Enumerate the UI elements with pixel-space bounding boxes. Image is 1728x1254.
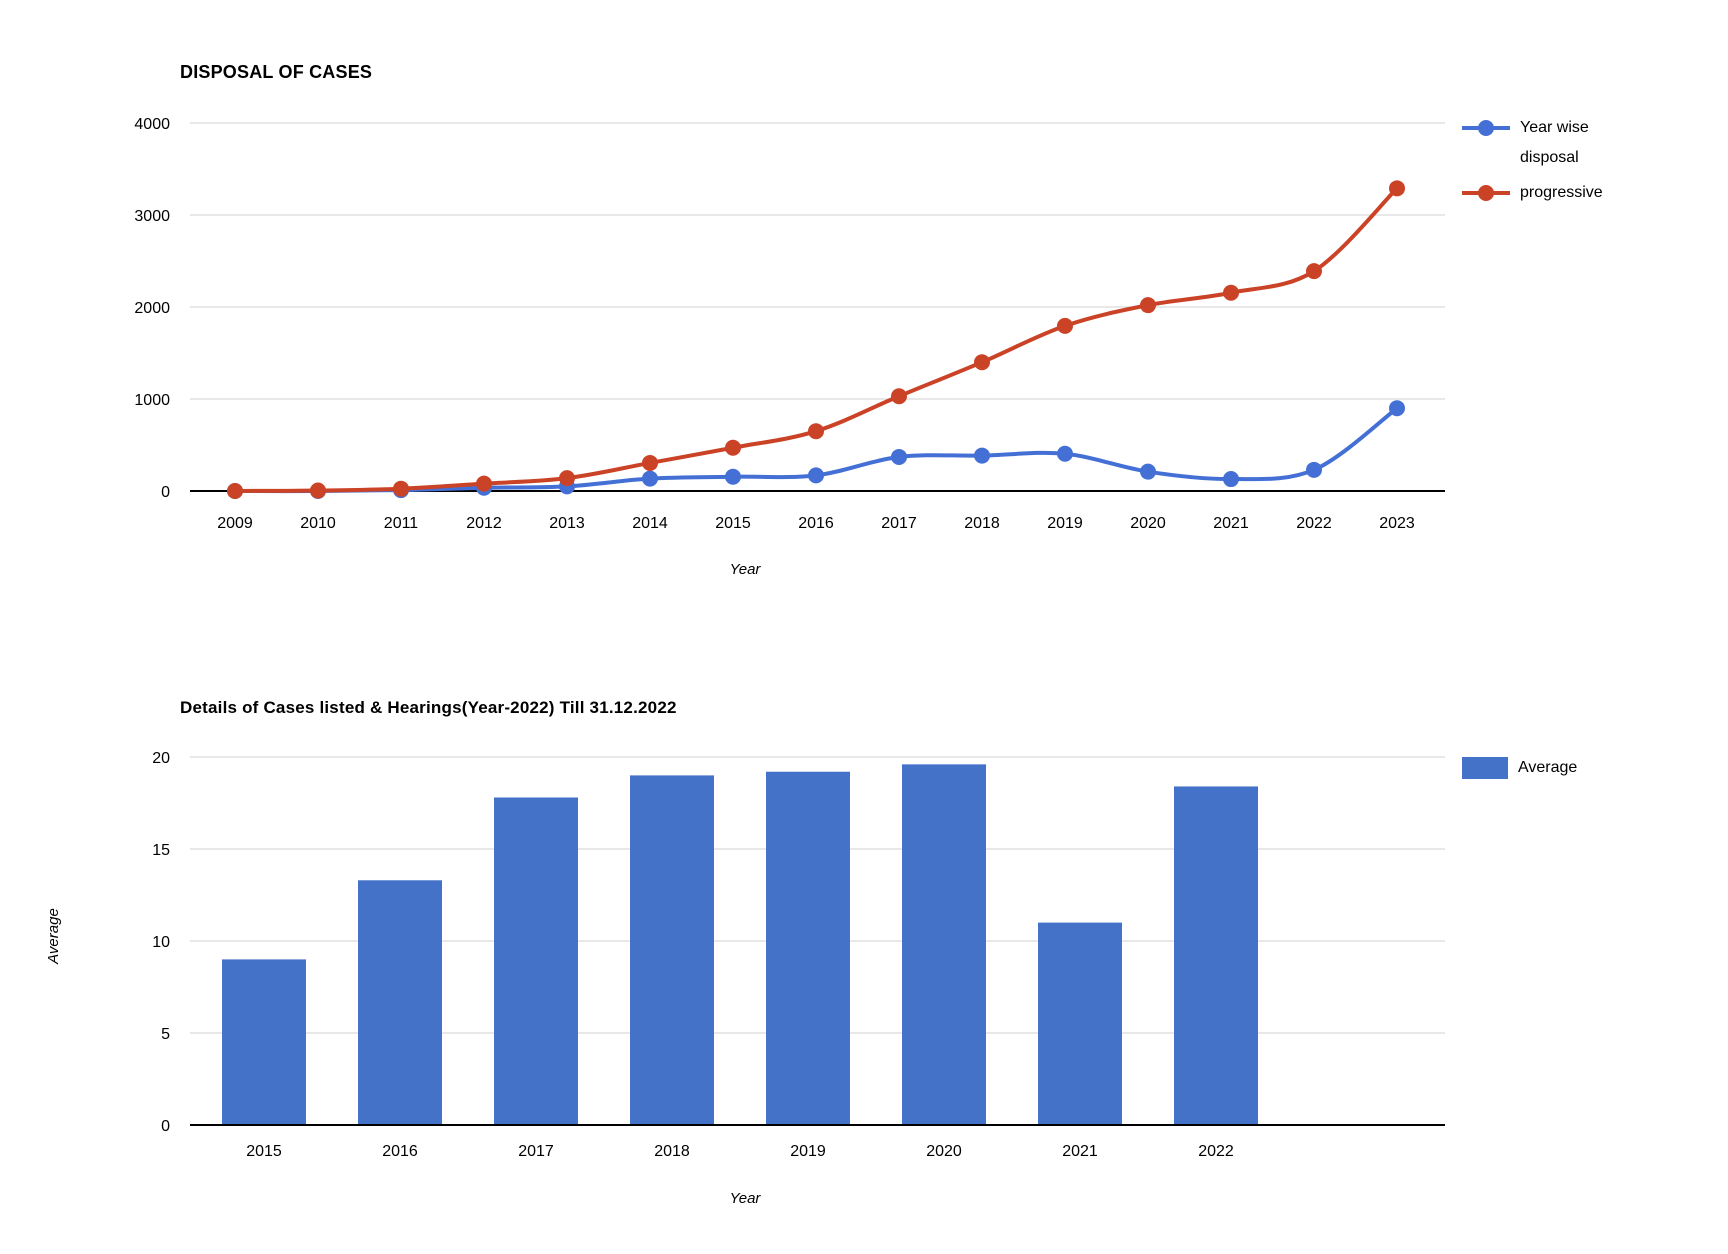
bar-chart-x-tick-label: 2018 — [654, 1143, 690, 1160]
legend-line-marker — [1462, 120, 1510, 136]
data-point — [808, 423, 824, 440]
bar — [222, 959, 306, 1125]
bar — [358, 880, 442, 1125]
bar-chart-x-tick-label: 2016 — [382, 1143, 418, 1160]
data-point — [1140, 463, 1156, 480]
bar-chart-x-tick-label: 2021 — [1062, 1143, 1098, 1160]
data-point — [1223, 471, 1239, 488]
data-point — [1223, 284, 1239, 301]
line-chart-y-tick-label: 3000 — [134, 208, 170, 225]
bar-chart-x-tick-label: 2020 — [926, 1143, 962, 1160]
bar — [630, 775, 714, 1125]
line-chart-x-tick-label: 2022 — [1296, 515, 1332, 532]
bar-chart-legend: Average — [1462, 753, 1662, 784]
series-line — [234, 186, 1399, 493]
legend-label: Average — [1518, 759, 1578, 776]
line-chart-x-axis-title: Year — [730, 561, 762, 578]
data-point — [725, 468, 741, 485]
line-chart-x-tick-label: 2018 — [964, 515, 1000, 532]
bar-chart-x-tick-label: 2022 — [1198, 1143, 1234, 1160]
bar-chart-y-tick-label: 5 — [161, 1026, 170, 1043]
line-chart-y-tick-label: 4000 — [134, 116, 170, 133]
line-chart-x-tick-label: 2014 — [632, 515, 668, 532]
bar-chart-y-axis-title: Average — [45, 908, 62, 965]
line-chart-x-tick-label: 2021 — [1213, 515, 1249, 532]
line-chart-x-tick-label: 2016 — [798, 515, 834, 532]
data-point — [1306, 263, 1322, 280]
data-point — [891, 448, 907, 465]
data-point — [227, 483, 243, 499]
legend-swatch — [1462, 757, 1508, 779]
bar-chart-y-tick-label: 20 — [152, 750, 170, 767]
bar — [1038, 922, 1122, 1125]
data-point — [808, 467, 824, 484]
data-point — [642, 470, 658, 487]
line-chart-x-tick-label: 2010 — [300, 515, 336, 532]
data-point — [1140, 297, 1156, 314]
bar-chart-x-axis-title: Year — [730, 1190, 762, 1207]
data-point — [642, 454, 658, 471]
bar-chart-y-tick-label: 15 — [152, 842, 170, 859]
bar — [766, 771, 850, 1125]
legend-item-year-wise-disposal: Year wise disposal — [1462, 113, 1662, 173]
data-point — [891, 388, 907, 405]
line-chart-x-tick-label: 2023 — [1379, 515, 1415, 532]
legend-item-average: Average — [1462, 753, 1662, 779]
bar-chart-y-tick-label: 0 — [161, 1118, 170, 1135]
data-point — [1389, 180, 1405, 197]
line-chart-x-tick-label: 2020 — [1130, 515, 1166, 532]
legend-label: Year wise disposal — [1520, 119, 1589, 166]
bar — [1174, 786, 1258, 1125]
series-progressive — [227, 180, 1405, 499]
legend-line-marker — [1462, 185, 1510, 201]
data-point — [1389, 400, 1405, 417]
legend-label: progressive — [1520, 184, 1603, 201]
legend-item-progressive: progressive — [1462, 178, 1662, 208]
line-chart-title: DISPOSAL OF CASES — [180, 62, 373, 82]
bar — [902, 764, 986, 1125]
line-chart-y-tick-label: 1000 — [134, 392, 170, 409]
bar — [494, 797, 578, 1125]
line-chart-legend: Year wise disposal progressive — [1462, 113, 1662, 213]
data-point — [476, 475, 492, 492]
line-chart-x-tick-label: 2017 — [881, 515, 917, 532]
line-chart-y-tick-label: 0 — [161, 484, 170, 501]
line-chart-x-tick-label: 2019 — [1047, 515, 1083, 532]
line-chart-x-tick-label: 2015 — [715, 515, 751, 532]
bar-chart-x-tick-label: 2017 — [518, 1143, 554, 1160]
data-point — [1057, 445, 1073, 462]
data-point — [1306, 461, 1322, 478]
line-chart-x-tick-label: 2012 — [466, 515, 502, 532]
legend-marker-dot — [1478, 120, 1494, 136]
data-point — [310, 482, 326, 499]
data-point — [725, 439, 741, 456]
data-point — [1057, 317, 1073, 334]
line-chart-x-tick-label: 2011 — [384, 515, 419, 532]
bar-chart-y-tick-label: 10 — [152, 934, 170, 951]
data-point — [974, 447, 990, 464]
line-chart-y-tick-label: 2000 — [134, 300, 170, 317]
data-point — [974, 354, 990, 371]
data-point — [393, 480, 409, 497]
legend-marker-dot — [1478, 185, 1494, 201]
line-chart-x-tick-label: 2013 — [549, 515, 585, 532]
data-point — [559, 470, 575, 487]
bar-chart-x-tick-label: 2019 — [790, 1143, 826, 1160]
line-chart-grid: 0 1000 2000 3000 4000 2009 2010 2011 2012 2013 201… — [134, 116, 1445, 532]
bar-chart-title: Details of Cases listed & Hearings(Year-… — [180, 698, 677, 717]
line-chart-x-tick-label: 2009 — [217, 515, 253, 532]
series-average: 2015 2016 2017 2018 2019 2020 2021 2022 — [222, 764, 1258, 1160]
bar-chart-x-tick-label: 2015 — [246, 1143, 282, 1160]
